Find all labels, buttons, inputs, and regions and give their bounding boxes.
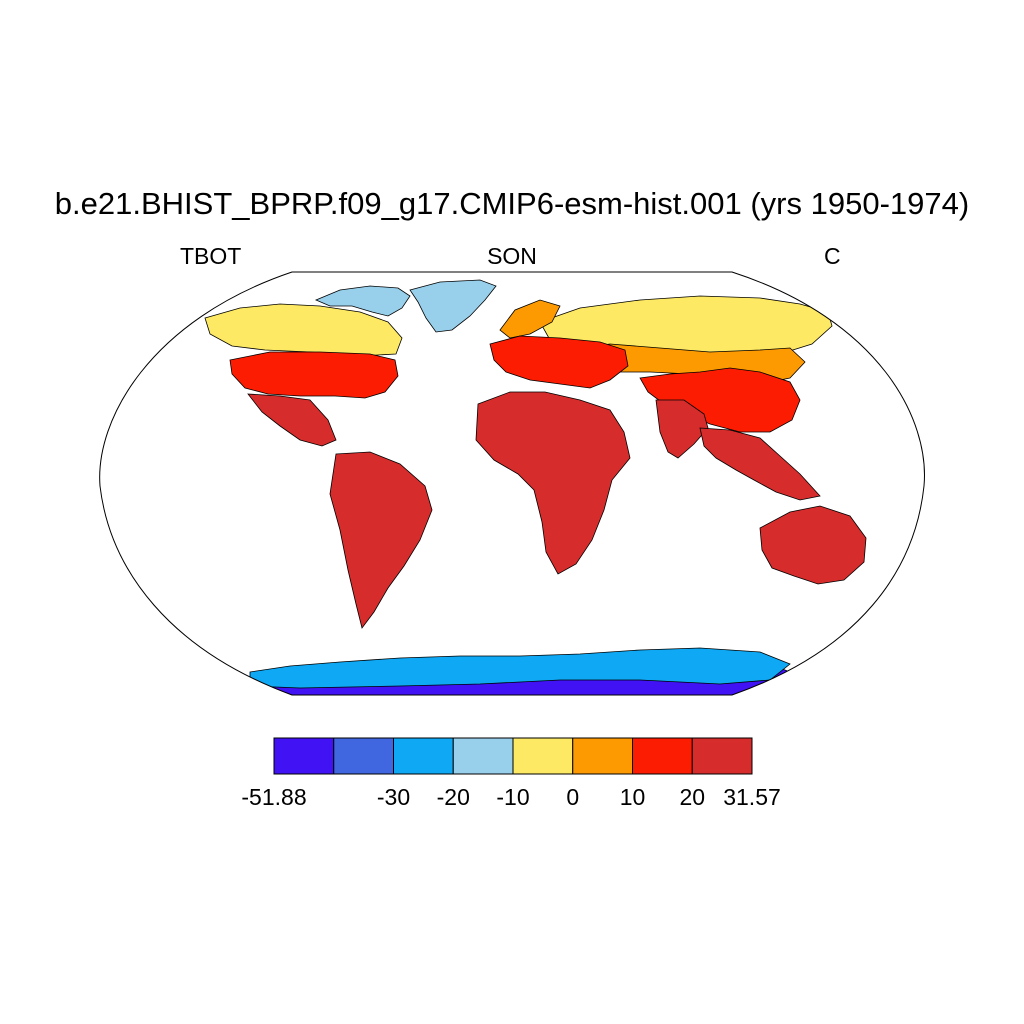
region-antarctic-coast <box>249 647 791 689</box>
region-southeast-asia <box>699 427 821 501</box>
plot-title: b.e21.BHIST_BPRP.f09_g17.CMIP6-esm-hist.… <box>54 186 970 221</box>
region-india <box>655 399 709 459</box>
map-boundary <box>99 271 925 696</box>
region-greenland <box>409 279 497 333</box>
colorbar <box>273 737 753 775</box>
region-mexico <box>247 393 337 447</box>
units-label: C <box>824 243 841 269</box>
region-canada <box>204 303 403 357</box>
colorbar-swatch <box>273 737 335 775</box>
region-australia <box>759 505 867 585</box>
colorbar-swatch <box>632 737 693 775</box>
colorbar-tick-label: 20 <box>679 784 706 810</box>
variable-label: TBOT <box>180 243 242 269</box>
colorbar-tick-label: -51.88 <box>241 784 307 810</box>
region-africa <box>475 391 631 575</box>
region-united-states <box>229 351 399 399</box>
colorbar-swatch <box>333 737 394 775</box>
colorbar-tick-label: -30 <box>376 784 411 810</box>
colorbar-swatch <box>393 737 454 775</box>
colorbar-swatch <box>452 737 514 775</box>
colorbar-swatch <box>512 737 574 775</box>
land-layer <box>204 279 867 695</box>
colorbar-tick-label: 10 <box>619 784 646 810</box>
colorbar-swatch <box>691 737 753 775</box>
season-label: SON <box>487 243 537 269</box>
colorbar-tick-label: 0 <box>566 784 580 810</box>
colorbar-tick-label: -20 <box>436 784 470 810</box>
colorbar-tick-label: 31.57 <box>723 784 781 810</box>
colorbar-tick-label: -10 <box>496 784 530 810</box>
region-northern-europe <box>499 299 561 339</box>
region-canadian-arctic <box>314 285 411 317</box>
region-southern-europe <box>489 335 629 389</box>
region-south-america <box>329 451 433 629</box>
colorbar-swatch <box>572 737 633 775</box>
